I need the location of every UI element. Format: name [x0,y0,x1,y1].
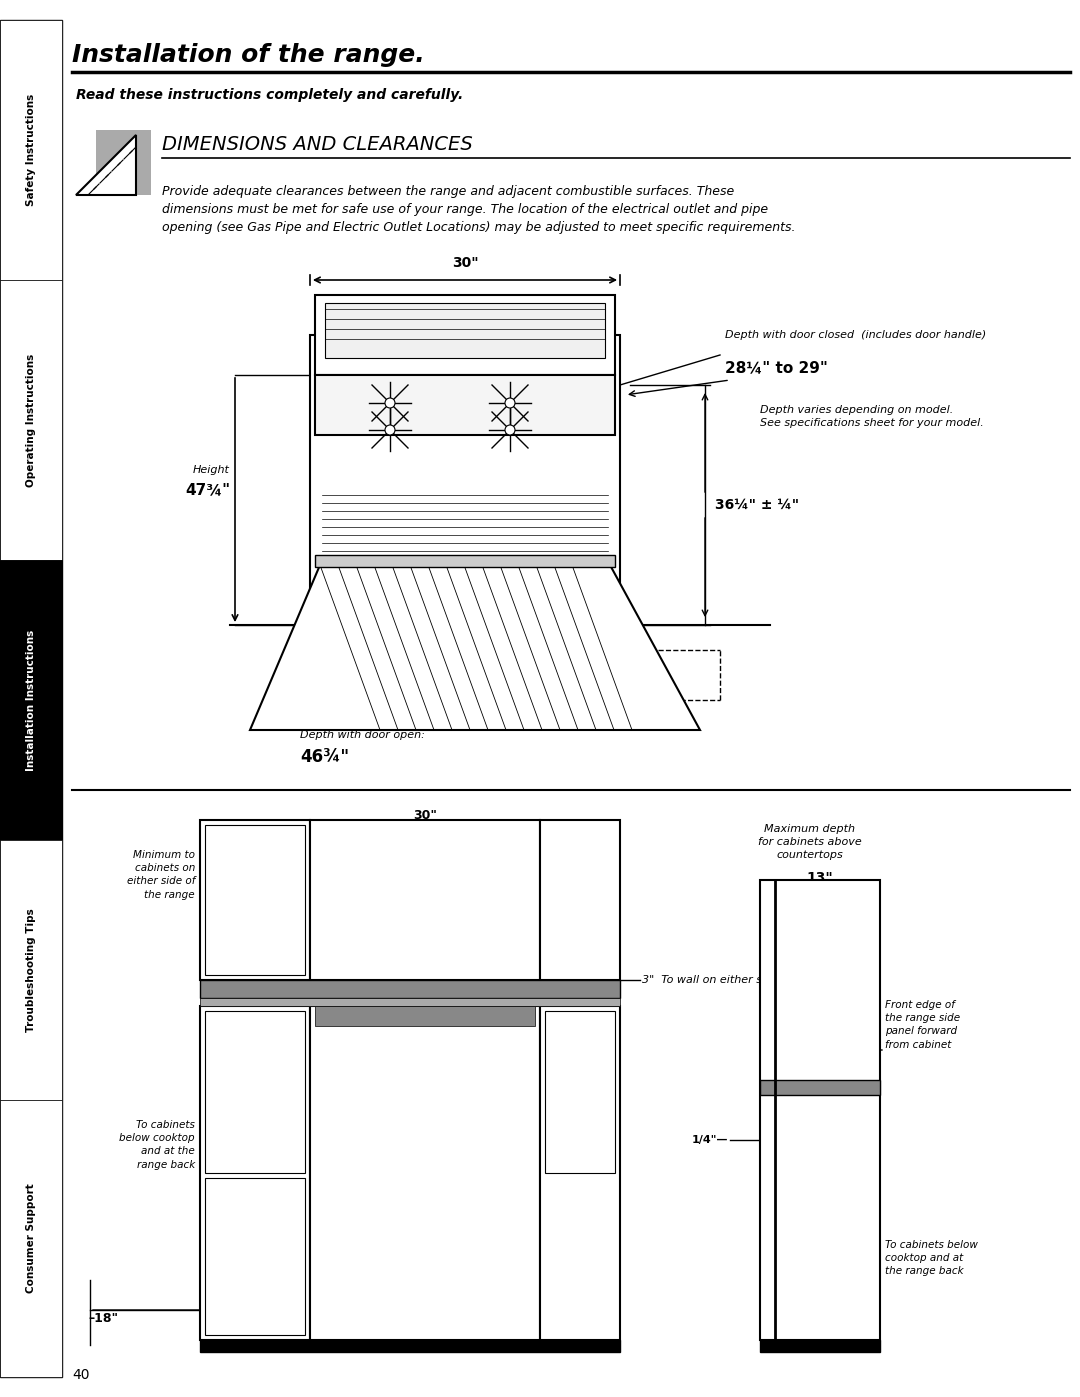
Polygon shape [76,136,136,196]
Bar [315,374,615,434]
Text: Depth with door open:: Depth with door open: [300,731,424,740]
Text: 30": 30" [413,935,437,947]
Text: Depth with door closed  (includes door handle): Depth with door closed (includes door ha… [725,330,986,339]
Bar [540,820,620,981]
Text: 1/4"—: 1/4"— [691,1134,728,1146]
Text: 0": 0" [795,1303,810,1316]
Text: 3"  To wall on either side: 3" To wall on either side [642,975,779,985]
Text: Minimum to
cabinets on
either side of
the range: Minimum to cabinets on either side of th… [126,849,195,900]
Text: DIMENSIONS AND CLEARANCES: DIMENSIONS AND CLEARANCES [162,136,473,155]
Bar [760,880,880,1340]
Bar [545,1011,615,1173]
Text: Read these instructions completely and carefully.: Read these instructions completely and c… [76,88,463,102]
Circle shape [384,398,395,408]
Bar [200,997,620,1006]
Bar [315,555,615,567]
Bar [310,335,620,599]
Bar [200,1006,310,1340]
Text: To cabinets
below cooktop
and at the
range back: To cabinets below cooktop and at the ran… [120,1120,195,1169]
Text: 47¾": 47¾" [185,482,230,497]
Bar [310,1006,540,1340]
Text: Operating Instructions: Operating Instructions [26,353,36,486]
Bar [315,1006,535,1025]
Text: Troubleshooting Tips: Troubleshooting Tips [26,908,36,1032]
Circle shape [505,425,515,434]
Bar [205,1011,305,1173]
Bar [0,840,62,1099]
Text: Minimum: Minimum [400,950,450,960]
Text: 36¼" ± ¼": 36¼" ± ¼" [715,497,799,511]
Text: Maximum depth
for cabinets above
countertops: Maximum depth for cabinets above counter… [758,824,862,861]
Bar [325,303,605,358]
Circle shape [505,398,515,408]
Text: 40: 40 [72,1368,90,1382]
Text: 36": 36" [411,1166,438,1180]
Text: 13": 13" [807,870,834,886]
Text: Front edge of
the range side
panel forward
from cabinet: Front edge of the range side panel forwa… [885,1000,960,1049]
Bar [760,1080,880,1095]
Text: Installation Instructions: Installation Instructions [26,630,36,771]
Text: Installation of the range.: Installation of the range. [72,43,424,67]
Text: 46¾": 46¾" [300,747,349,766]
Bar [200,981,620,997]
Bar [200,820,310,981]
Text: Height: Height [193,465,230,475]
Bar [0,279,62,560]
Bar [0,560,62,840]
Bar [760,1340,880,1352]
Text: Safety Instructions: Safety Instructions [26,94,36,207]
Text: 30": 30" [451,256,478,270]
Bar [0,1099,62,1377]
Text: Provide adequate clearances between the range and adjacent combustible surfaces.: Provide adequate clearances between the … [162,184,796,235]
Bar [205,826,305,975]
Bar [200,1340,620,1352]
Bar [315,295,615,374]
Text: Depth varies depending on model.
See specifications sheet for your model.: Depth varies depending on model. See spe… [760,405,984,429]
Text: To cabinets below
cooktop and at
the range back: To cabinets below cooktop and at the ran… [885,1241,977,1277]
Text: –18": –18" [87,1312,118,1324]
Text: Consumer Support: Consumer Support [26,1183,36,1294]
Bar [205,1178,305,1336]
Bar [540,1006,620,1340]
Polygon shape [249,564,700,731]
Circle shape [384,425,395,434]
Bar [310,820,540,981]
Text: 0": 0" [315,1094,330,1106]
Bar [0,20,62,279]
Bar [96,130,151,196]
Text: 28¼" to 29": 28¼" to 29" [725,360,828,374]
Bar [0,20,62,1377]
Text: 30": 30" [413,809,437,821]
